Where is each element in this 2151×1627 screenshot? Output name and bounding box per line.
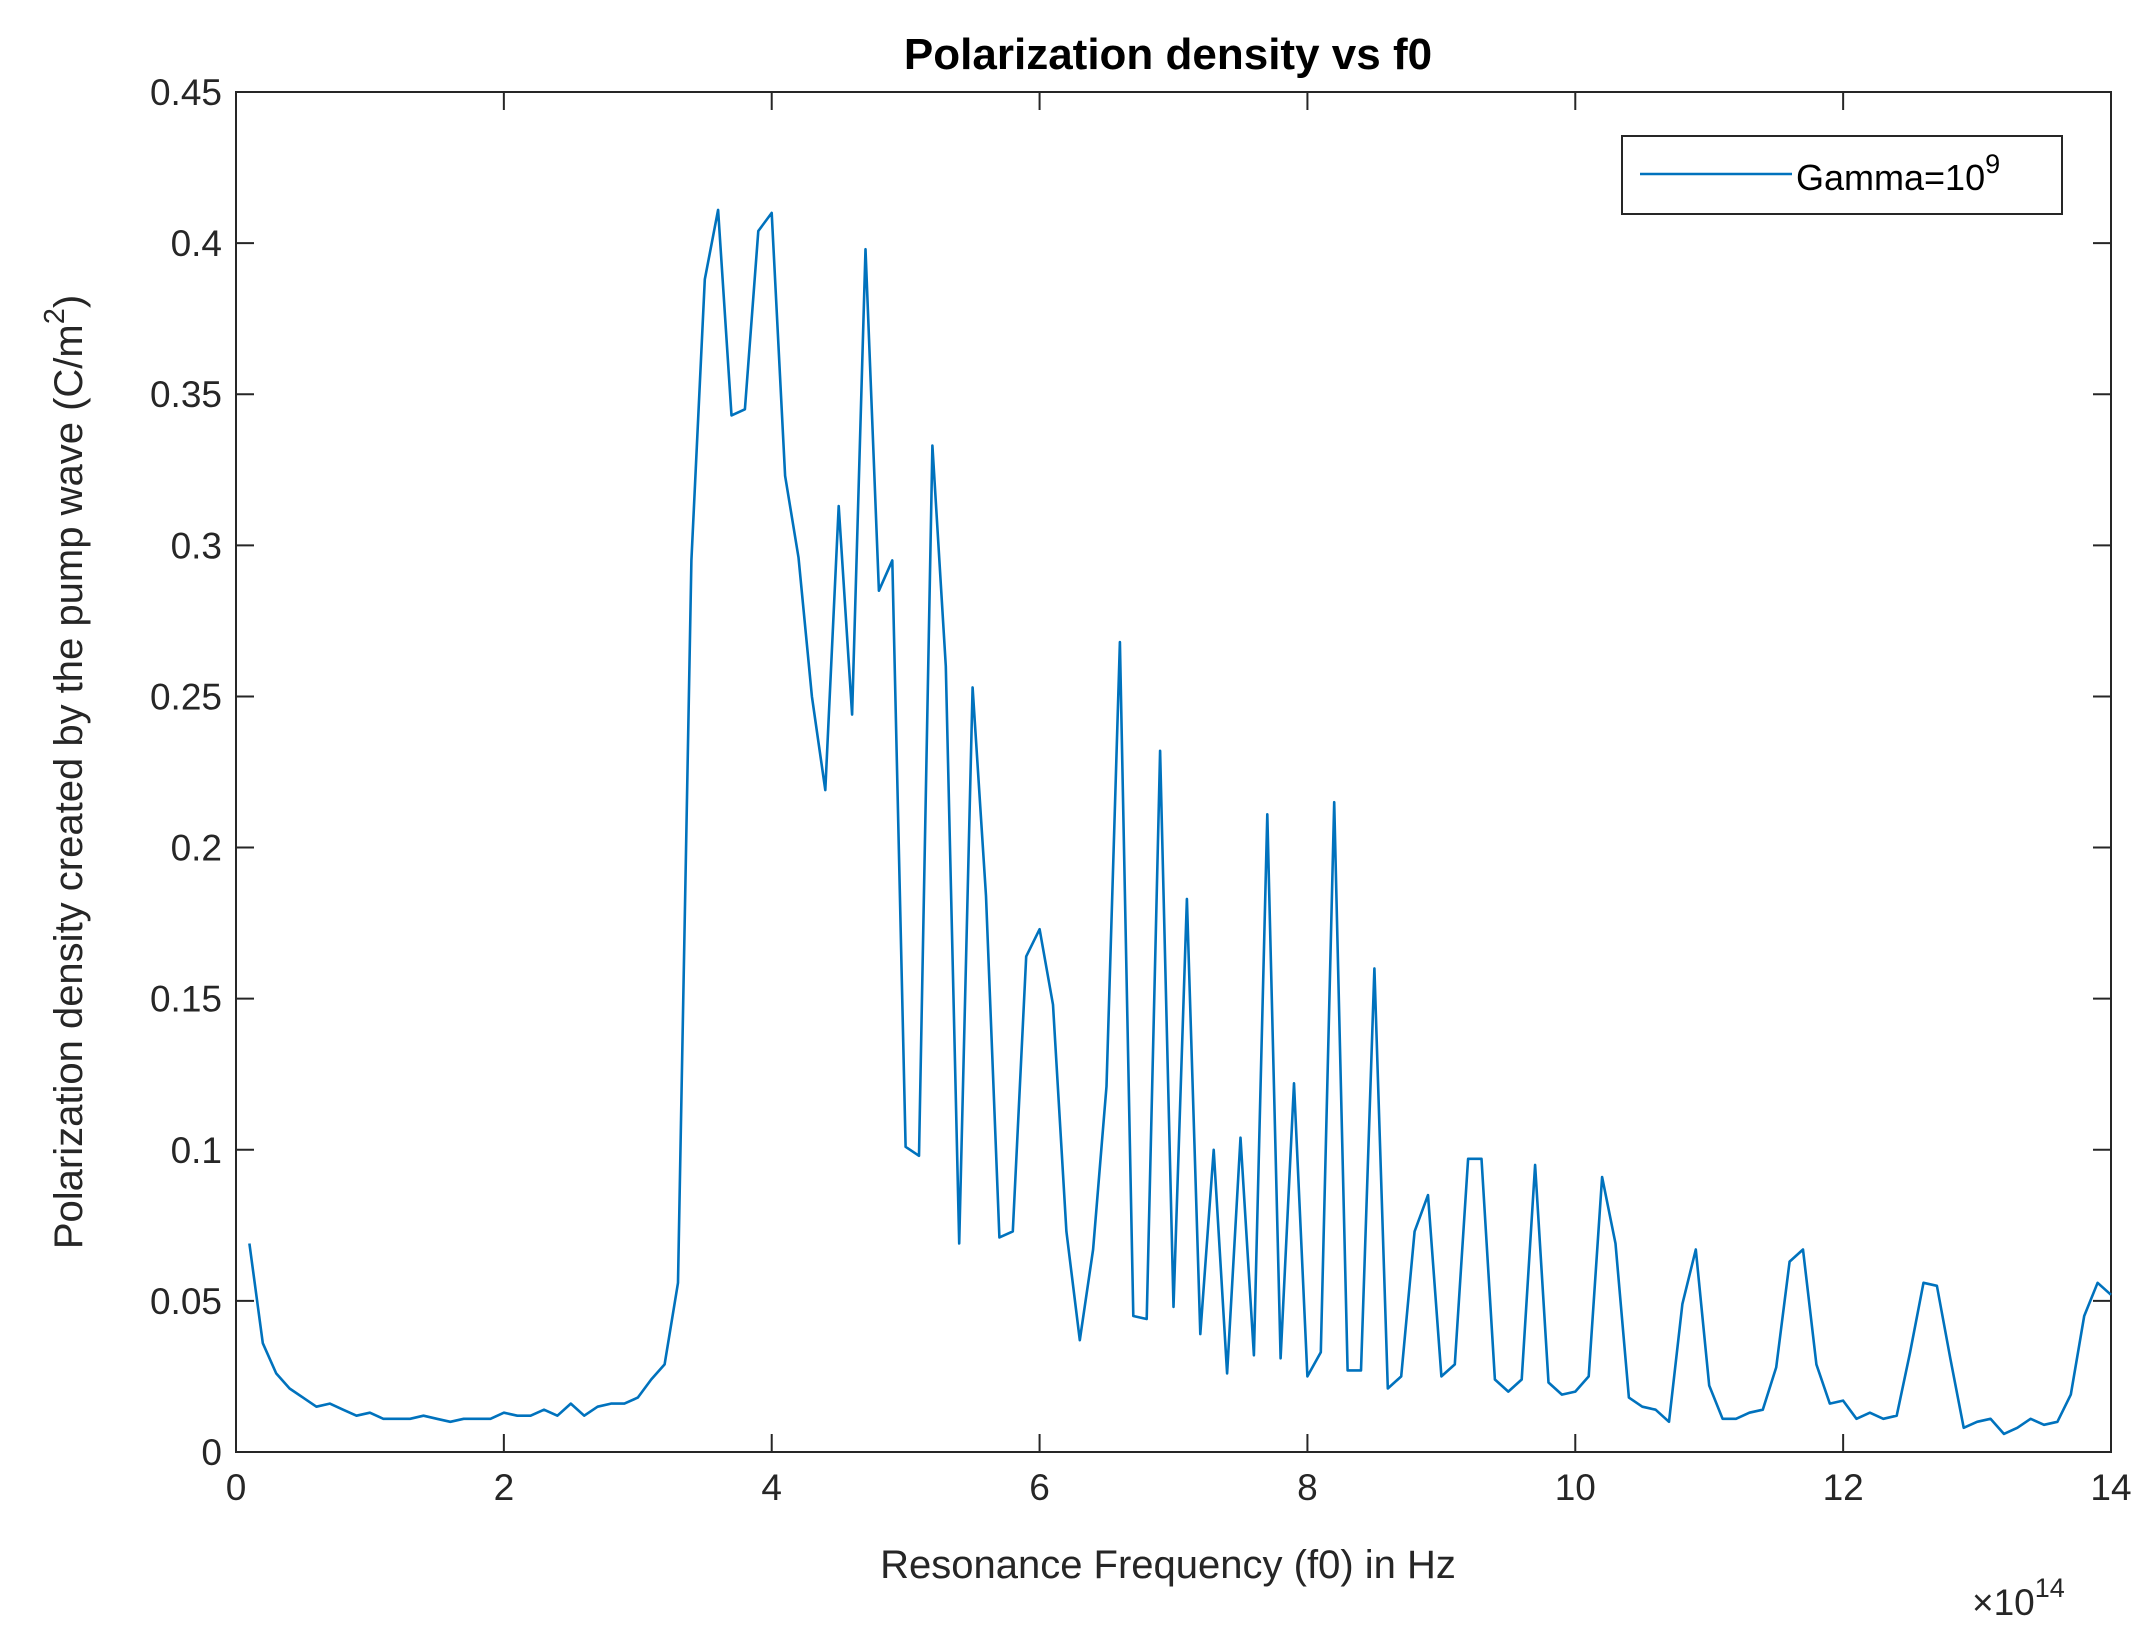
x-tick-label: 14 xyxy=(2090,1467,2131,1508)
series-layer xyxy=(248,208,2112,1436)
x-tick-label: 12 xyxy=(1823,1467,1864,1508)
x-tick-label: 6 xyxy=(1029,1467,1050,1508)
legend-label: Gamma=109 xyxy=(1796,149,2000,198)
chart-title: Polarization density vs f0 xyxy=(904,30,1432,79)
plot-area xyxy=(235,91,2112,1453)
y-axis-label: Polarization density created by the pump… xyxy=(39,295,91,1249)
y-axis-label-end: ) xyxy=(47,295,91,308)
y-tick-label: 0.4 xyxy=(171,223,222,264)
y-tick-label: 0.3 xyxy=(171,525,222,566)
y-axis-label-main: Polarization density created by the pump… xyxy=(47,324,91,1249)
x-tick-labels: 0 2 4 6 8 10 12 14 xyxy=(226,1467,2132,1508)
y-tick-label: 0.45 xyxy=(150,72,222,113)
y-tick-labels: 0 0.05 0.1 0.15 0.2 0.25 0.3 0.35 0.4 0.45 xyxy=(150,72,222,1473)
legend: Gamma=109 xyxy=(1621,135,2063,215)
legend-box xyxy=(1621,135,2063,215)
x-multiplier: ×1014 xyxy=(1972,1573,2065,1623)
x-tick-label: 10 xyxy=(1555,1467,1596,1508)
y-axis-label-sup: 2 xyxy=(39,308,71,324)
y-tick-label: 0.15 xyxy=(150,979,222,1020)
x-axis-label: Resonance Frequency (f0) in Hz xyxy=(880,1543,1456,1587)
y-tick-label: 0.2 xyxy=(171,828,222,869)
y-tick-label: 0.05 xyxy=(150,1281,222,1322)
series-line xyxy=(248,208,2112,1436)
axis-ticks xyxy=(235,91,2112,1453)
y-tick-label: 0 xyxy=(201,1432,222,1473)
legend-label-sup: 9 xyxy=(1985,149,2000,179)
legend-label-main: Gamma=10 xyxy=(1796,157,1985,198)
y-tick-label: 0.35 xyxy=(150,374,222,415)
y-tick-label: 0.25 xyxy=(150,676,222,717)
x-multiplier-base: ×10 xyxy=(1972,1582,2035,1623)
x-tick-label: 4 xyxy=(761,1467,782,1508)
x-multiplier-exp: 14 xyxy=(2035,1573,2065,1603)
x-tick-label: 0 xyxy=(226,1467,247,1508)
x-tick-label: 8 xyxy=(1297,1467,1318,1508)
x-tick-label: 2 xyxy=(494,1467,515,1508)
y-tick-label: 0.1 xyxy=(171,1130,222,1171)
